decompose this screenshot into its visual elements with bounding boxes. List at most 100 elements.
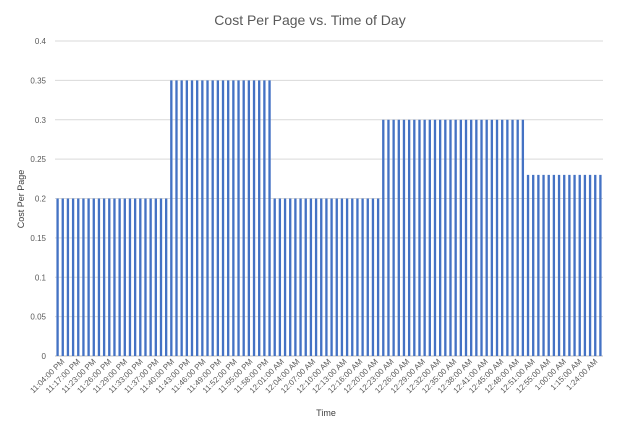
bar	[237, 80, 240, 356]
gridlines	[55, 40, 603, 357]
bar	[552, 174, 556, 357]
bar	[227, 80, 230, 356]
bar	[118, 198, 121, 356]
bar	[485, 119, 488, 356]
bar	[133, 198, 137, 356]
y-tick-label: 0.3	[35, 116, 47, 125]
bar	[516, 119, 519, 356]
bar	[351, 198, 354, 356]
bar	[159, 198, 163, 356]
y-tick-label: 0.25	[30, 155, 46, 164]
bar	[454, 119, 457, 356]
bar	[283, 198, 287, 356]
bar	[258, 80, 261, 356]
bar	[294, 198, 297, 356]
bar	[273, 198, 276, 356]
y-axis-title: Cost Per Page	[16, 170, 26, 229]
bar	[247, 80, 251, 356]
bar	[599, 174, 602, 357]
bar	[464, 119, 468, 356]
x-axis-title: Time	[316, 408, 336, 418]
bar	[299, 198, 302, 356]
bar	[366, 198, 369, 356]
bar	[578, 174, 581, 357]
bar	[66, 198, 70, 356]
y-tick-label: 0.4	[35, 37, 47, 46]
bar	[335, 198, 338, 356]
bar	[216, 80, 220, 356]
bar	[371, 198, 375, 356]
bar	[185, 80, 188, 356]
bar	[196, 80, 199, 356]
bar	[428, 119, 431, 356]
bar	[221, 80, 225, 356]
bar	[345, 198, 349, 356]
bar	[407, 119, 411, 356]
bar	[242, 80, 245, 356]
bar	[211, 80, 214, 356]
bar	[542, 174, 545, 357]
bar	[361, 198, 364, 356]
bar	[263, 80, 266, 356]
bar	[309, 198, 313, 356]
bar	[475, 119, 478, 356]
bar	[532, 174, 535, 357]
bar	[170, 80, 173, 356]
bar	[594, 174, 597, 357]
bar	[201, 80, 204, 356]
bar	[356, 198, 359, 356]
bar	[563, 174, 566, 357]
y-tick-label: 0.15	[30, 234, 46, 243]
bar	[149, 198, 152, 356]
bar	[423, 119, 426, 356]
bar	[387, 119, 390, 356]
bar	[588, 174, 592, 357]
bar	[128, 198, 132, 356]
bar	[459, 119, 462, 356]
bar	[521, 119, 525, 356]
bar	[340, 198, 344, 356]
bar	[506, 119, 509, 356]
bar	[87, 198, 90, 356]
bar	[252, 80, 256, 356]
bar	[511, 119, 514, 356]
bar	[537, 174, 540, 357]
bar	[392, 119, 395, 356]
bar	[180, 80, 183, 356]
bar	[495, 119, 499, 356]
bar	[470, 119, 473, 356]
bar	[206, 80, 209, 356]
y-tick-label: 0.1	[35, 273, 47, 282]
bars	[56, 80, 602, 357]
bar	[82, 198, 85, 356]
bar	[92, 198, 95, 356]
bar	[490, 119, 494, 356]
bar	[526, 174, 530, 357]
bar	[56, 198, 59, 356]
bar	[330, 198, 333, 356]
bar	[71, 198, 75, 356]
bar	[501, 119, 504, 356]
bar	[557, 174, 561, 357]
bar	[139, 198, 142, 356]
bar	[433, 119, 437, 356]
bar	[232, 80, 235, 356]
chart-title: Cost Per Page vs. Time of Day	[214, 12, 405, 28]
bar	[418, 119, 421, 356]
bar	[61, 198, 64, 356]
bar	[376, 198, 380, 356]
bar	[268, 80, 271, 356]
bar	[113, 198, 116, 356]
bar	[444, 119, 447, 356]
bar	[573, 174, 576, 357]
bar	[123, 198, 126, 356]
bar	[320, 198, 323, 356]
bar	[449, 119, 452, 356]
bar	[583, 174, 587, 357]
bar	[289, 198, 292, 356]
bar	[77, 198, 80, 356]
bar	[402, 119, 406, 356]
bar	[397, 119, 400, 356]
